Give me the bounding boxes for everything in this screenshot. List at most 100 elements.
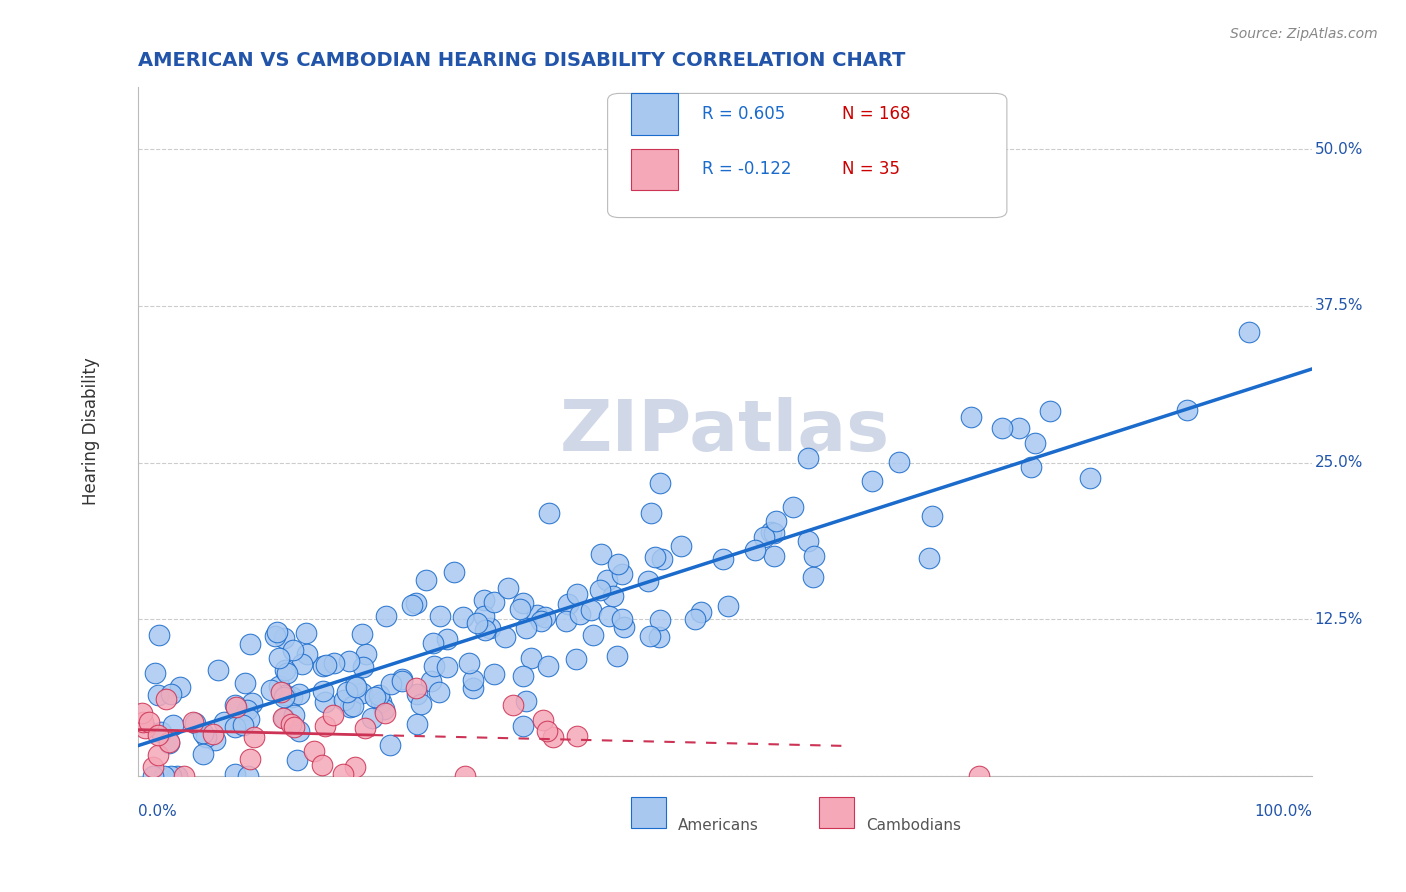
Point: [591, 547, 613, 561]
Point: [350, 686, 373, 700]
Point: [969, 769, 991, 783]
Point: [224, 720, 246, 734]
Point: [270, 685, 292, 699]
Point: [496, 582, 519, 596]
Point: [1008, 420, 1031, 434]
Point: [155, 692, 177, 706]
Point: [797, 450, 820, 465]
Text: 37.5%: 37.5%: [1315, 299, 1362, 313]
Point: [225, 699, 247, 714]
Point: [565, 729, 588, 743]
Point: [451, 610, 474, 624]
Point: [240, 696, 263, 710]
FancyBboxPatch shape: [631, 797, 666, 828]
Point: [363, 690, 385, 704]
Point: [238, 712, 260, 726]
Point: [184, 716, 207, 731]
Point: [689, 606, 711, 620]
Point: [887, 454, 910, 468]
Point: [429, 608, 451, 623]
Point: [917, 551, 939, 566]
Point: [543, 730, 565, 744]
Text: 100.0%: 100.0%: [1254, 804, 1312, 819]
Point: [530, 614, 553, 628]
Point: [644, 549, 666, 564]
Point: [669, 539, 692, 553]
Point: [169, 680, 191, 694]
Point: [312, 684, 335, 698]
Point: [454, 769, 477, 783]
Point: [160, 687, 183, 701]
Point: [557, 597, 579, 611]
Point: [534, 609, 557, 624]
FancyBboxPatch shape: [607, 94, 1007, 218]
Point: [233, 676, 256, 690]
Point: [322, 708, 344, 723]
Point: [651, 551, 673, 566]
Point: [520, 651, 543, 665]
Point: [173, 769, 195, 783]
Point: [427, 685, 450, 699]
Point: [762, 549, 785, 563]
Point: [565, 652, 588, 666]
Point: [401, 598, 423, 612]
Point: [315, 657, 337, 672]
Point: [243, 730, 266, 744]
Point: [142, 760, 165, 774]
Point: [478, 621, 501, 635]
Point: [515, 621, 537, 635]
Point: [342, 698, 364, 713]
Point: [443, 565, 465, 579]
Point: [195, 730, 218, 744]
Point: [295, 647, 318, 661]
Text: 0.0%: 0.0%: [138, 804, 177, 819]
Point: [761, 524, 783, 539]
Point: [291, 657, 314, 671]
Point: [380, 677, 402, 691]
Point: [391, 672, 413, 686]
Point: [288, 687, 311, 701]
Point: [650, 613, 672, 627]
Text: Hearing Disability: Hearing Disability: [82, 358, 100, 505]
Point: [266, 624, 288, 639]
Text: AMERICAN VS CAMBODIAN HEARING DISABILITY CORRELATION CHART: AMERICAN VS CAMBODIAN HEARING DISABILITY…: [138, 51, 905, 70]
Point: [352, 659, 374, 673]
Point: [273, 690, 295, 704]
Point: [148, 628, 170, 642]
Point: [201, 727, 224, 741]
Point: [283, 708, 305, 723]
Point: [1019, 460, 1042, 475]
Point: [281, 642, 304, 657]
Point: [512, 719, 534, 733]
Point: [782, 500, 804, 515]
Point: [224, 698, 246, 713]
Text: R = -0.122: R = -0.122: [702, 161, 792, 178]
Point: [273, 711, 295, 725]
Point: [311, 757, 333, 772]
Point: [336, 685, 359, 699]
Point: [1024, 436, 1046, 450]
Point: [294, 625, 316, 640]
Point: [166, 769, 188, 783]
Point: [640, 506, 662, 520]
Point: [142, 769, 165, 783]
Point: [613, 620, 636, 634]
Point: [538, 506, 561, 520]
Point: [332, 767, 354, 781]
Point: [273, 632, 295, 646]
Point: [436, 632, 458, 646]
Point: [472, 593, 495, 607]
Point: [370, 695, 392, 709]
Point: [323, 657, 346, 671]
Point: [146, 728, 169, 742]
Point: [536, 723, 558, 738]
Point: [474, 623, 496, 637]
Point: [281, 690, 304, 705]
Point: [512, 596, 534, 610]
Point: [463, 673, 485, 688]
FancyBboxPatch shape: [631, 94, 678, 135]
Point: [235, 703, 257, 717]
Point: [333, 692, 356, 706]
Point: [610, 612, 633, 626]
Point: [589, 582, 612, 597]
